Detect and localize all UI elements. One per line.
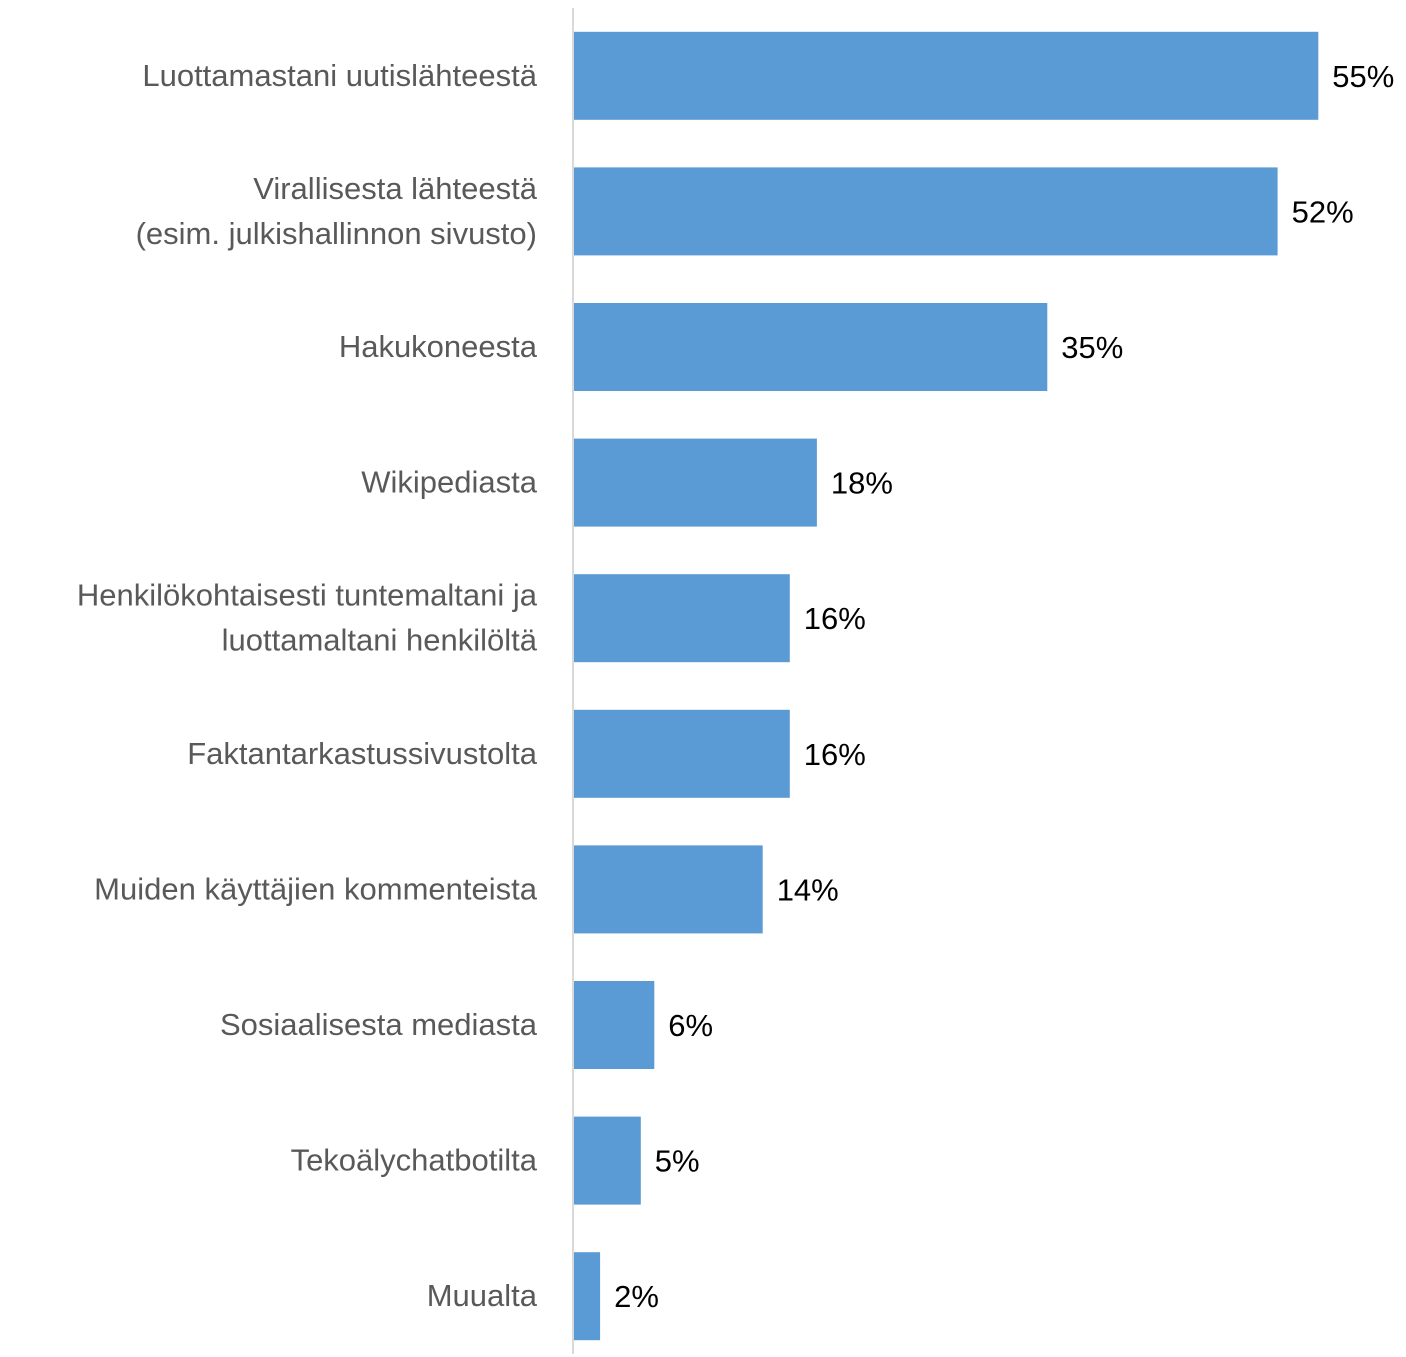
category-label-line: Sosiaalisesta mediasta (220, 1007, 538, 1042)
bar (573, 574, 790, 663)
category-label-line: Faktantarkastussivustolta (187, 736, 538, 771)
category-tick-label: Muualta (427, 1278, 538, 1313)
data-label: 16% (804, 737, 866, 772)
category-tick-label: Luottamastani uutislähteestä (142, 58, 537, 93)
category-label-line: Virallisesta lähteestä (253, 171, 538, 206)
category-label-line: Tekoälychatbotilta (291, 1143, 538, 1178)
value-labels-group: 55% 52% 35% 18% 16% 16% 14% 6% 5% 2% (614, 59, 1394, 1314)
bar (573, 31, 1319, 120)
category-label-line: (esim. julkishallinnon sivusto) (136, 216, 537, 251)
data-label: 6% (668, 1008, 713, 1043)
data-label: 14% (777, 872, 839, 907)
data-label: 18% (831, 466, 893, 501)
category-label-line: Hakukoneesta (339, 329, 538, 364)
category-tick-label: Wikipediasta (361, 465, 537, 500)
bar (573, 709, 790, 798)
category-tick-label: Hakukoneesta (339, 329, 538, 364)
data-label: 5% (655, 1144, 700, 1179)
category-label-line: Muiden käyttäjien kommenteista (94, 871, 538, 906)
bar (573, 1116, 641, 1205)
data-label: 52% (1292, 194, 1354, 229)
data-label: 35% (1061, 330, 1123, 365)
category-label-line: Wikipediasta (361, 465, 537, 500)
data-label: 16% (804, 601, 866, 636)
bar (573, 845, 763, 934)
bars-group (573, 31, 1319, 1341)
bar (573, 167, 1278, 256)
category-tick-label: Sosiaalisesta mediasta (220, 1007, 538, 1042)
category-label-line: Muualta (427, 1278, 538, 1313)
category-tick-label: Henkilökohtaisesti tuntemaltani ja luotta… (77, 578, 538, 658)
bar (573, 1252, 601, 1341)
bar (573, 981, 655, 1069)
category-label-line: luottamaltani henkilöltä (222, 623, 538, 658)
category-labels-group: Luottamastani uutislähteestä Virallisesta… (77, 58, 538, 1313)
category-label-line: Henkilökohtaisesti tuntemaltani ja (77, 578, 538, 613)
category-tick-label: Virallisesta lähteestä (esim. julkishalli… (136, 171, 538, 251)
category-tick-label: Faktantarkastussivustolta (187, 736, 538, 771)
data-label: 2% (614, 1279, 659, 1314)
bar (573, 303, 1048, 391)
category-label-line: Luottamastani uutislähteestä (142, 58, 537, 93)
data-label: 55% (1332, 59, 1394, 94)
category-tick-label: Muiden käyttäjien kommenteista (94, 871, 538, 906)
category-tick-label: Tekoälychatbotilta (291, 1143, 538, 1178)
bar (573, 438, 817, 527)
